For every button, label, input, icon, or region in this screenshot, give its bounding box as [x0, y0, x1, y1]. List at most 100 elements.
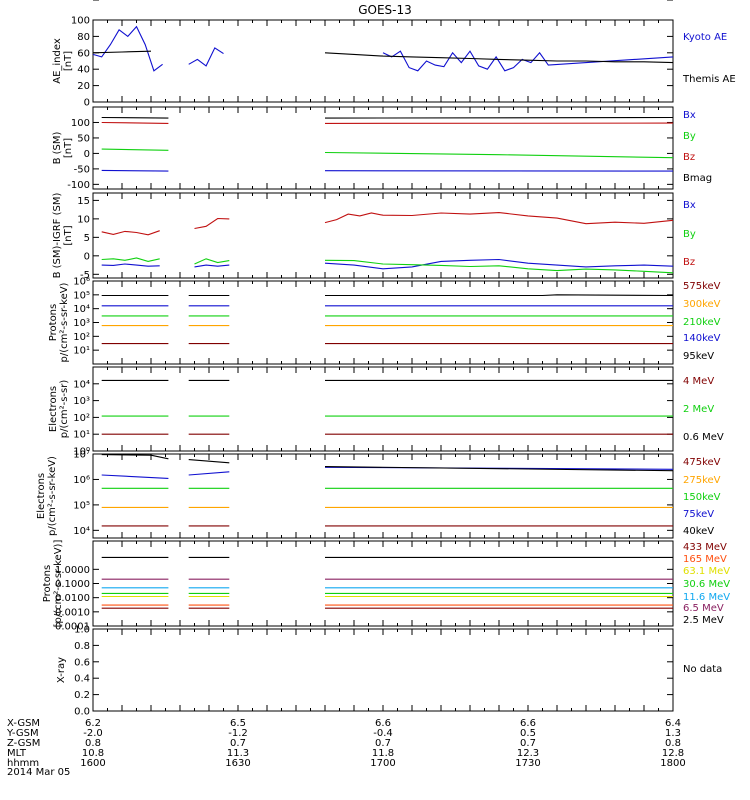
legend-entry: 40keV: [683, 526, 714, 537]
y-tick-label: 0.0010: [55, 607, 90, 618]
panel-frame: [92, 280, 674, 365]
y-tick-label: 0.0001: [55, 622, 90, 633]
y-tick-label: 50: [77, 133, 90, 144]
legend-entry: 75keV: [683, 509, 714, 520]
y-tick-label: 10⁵: [73, 500, 90, 511]
y-tick-label: 0.6: [74, 657, 90, 668]
legend-entry: Bx: [683, 200, 696, 211]
legend-entry: Bmag: [683, 173, 712, 184]
series-line-bmag: [101, 116, 169, 119]
legend-entry: Bx: [683, 110, 696, 121]
legend-entry: By: [683, 131, 696, 142]
series-line-bz: [101, 121, 169, 124]
x-axis-value: 0.7: [230, 738, 246, 749]
x-axis-table: X-GSM 6.2 6.5 6.6 6.6 6.4 Y-GSM -2.0 -1.2 -0.4 0.5…: [6, 718, 686, 769]
series-line-bz: [194, 217, 230, 230]
legend-entry: 30.6 MeV: [683, 579, 730, 590]
x-axis-value: 12.3: [517, 748, 539, 759]
series-line-by: [324, 259, 674, 274]
panel-protons_energy: 10¹10²10³10⁴10⁵10⁶Protonsp/(cm²-s-sr-keV…: [48, 277, 721, 365]
y-axis-label-line: [p/(cm²-s-sr-keV)]: [53, 540, 64, 628]
y-tick-label: 10⁴: [73, 379, 90, 390]
y-tick-label: 10⁰: [73, 447, 90, 458]
y-axis-label-line: [nT]: [63, 51, 74, 71]
legend-entry: 2 MeV: [683, 404, 714, 415]
y-axis-label-line: X-ray: [56, 657, 67, 683]
legend-entry: 63.1 MeV: [683, 566, 730, 577]
y-axis-label-line: p/(cm²-s-sr): [59, 380, 70, 439]
y-tick-label: 0.2: [74, 690, 90, 701]
y-tick-label: 60: [77, 48, 90, 59]
y-tick-label: -100: [67, 180, 90, 191]
y-tick-label: 0: [84, 98, 90, 109]
x-axis-value: 0.7: [375, 738, 391, 749]
series-line-kyoto-ae: [92, 25, 163, 72]
y-tick-label: 10⁵: [73, 290, 90, 301]
series-line-bz: [324, 212, 674, 225]
x-axis-value: -1.2: [228, 728, 248, 739]
y-axis-label-line: [nT]: [63, 138, 74, 158]
series-line-by: [101, 148, 169, 151]
x-axis-value: 6.4: [665, 718, 681, 729]
legend-entry: 165 MeV: [683, 554, 727, 565]
x-axis-row-label: Z-GSM: [7, 738, 40, 749]
y-axis-label-line: B (SM)-IGRF (SM): [52, 193, 63, 279]
x-axis-value: 12.8: [662, 748, 684, 759]
series-line-95kev: [325, 294, 674, 297]
legend-entry: 475keV: [683, 457, 721, 468]
y-tick-label: 0.8: [74, 641, 90, 652]
y-tick-label: 0.1000: [55, 579, 90, 590]
series-line-themis-ae: [324, 52, 674, 64]
y-tick-label: 0.0100: [55, 593, 90, 604]
y-tick-label: 10⁴: [73, 526, 90, 537]
x-axis-value: 10.8: [82, 748, 104, 759]
y-tick-label: 10²: [73, 332, 90, 343]
legend-entry: Bz: [683, 257, 695, 268]
y-axis-label: Electronsp/(cm²-s-sr): [48, 380, 70, 439]
y-axis-label: B (SM)[nT]: [52, 131, 74, 164]
series-line-75kev: [188, 471, 230, 476]
y-tick-label: 100.0000: [42, 0, 90, 3]
legend-entry: 0.6 MeV: [683, 432, 724, 443]
series-line-75kev: [101, 474, 169, 479]
y-axis-label-line: Electrons: [36, 473, 47, 519]
series-line-themis-ae: [92, 50, 152, 54]
x-axis-row-label: hhmm: [7, 758, 39, 769]
y-axis-label: AE_index[nT]: [52, 38, 74, 84]
y-tick-label: 10⁴: [73, 304, 90, 315]
y-tick-label: 0: [84, 149, 90, 160]
y-tick-label: 0: [84, 251, 90, 262]
x-axis-value: 6.6: [520, 718, 536, 729]
y-tick-label: 10: [77, 214, 90, 225]
legend-entry: 4 MeV: [683, 376, 714, 387]
y-tick-label: -50: [74, 164, 90, 175]
y-axis-label-line: [nT]: [63, 225, 74, 245]
x-axis-value: -2.0: [83, 728, 103, 739]
y-axis-label: Protons[p/(cm²-s-sr-keV)]: [42, 540, 64, 628]
y-tick-label: 5: [84, 233, 90, 244]
legend-entry: Kyoto AE: [683, 32, 727, 43]
series-line-40kev: [101, 454, 169, 460]
y-tick-label: 10¹: [73, 346, 90, 357]
x-axis-value: 1800: [660, 758, 685, 769]
y-tick-label: 10.0000: [49, 0, 90, 3]
x-axis-value: 1730: [515, 758, 540, 769]
y-axis-label-line: B (SM): [52, 131, 63, 164]
panel-frame: [92, 628, 674, 712]
figure-title: GOES-13: [358, 3, 412, 17]
x-axis-value: 6.6: [375, 718, 391, 729]
x-axis-value: 6.5: [230, 718, 246, 729]
date-label: 2014 Mar 05: [7, 767, 70, 778]
legend-entry: 300keV: [683, 299, 721, 310]
y-tick-label: 1.0000: [55, 565, 90, 576]
y-tick-label: 0.4: [74, 674, 90, 685]
y-axis-label: X-ray: [56, 657, 67, 683]
x-axis-value: -0.4: [373, 728, 393, 739]
y-axis-label-line: p/(cm²-s-sr-keV): [59, 282, 70, 362]
y-tick-label: 40: [77, 65, 90, 76]
y-tick-label: 100: [71, 16, 90, 27]
series-line-by: [194, 258, 230, 265]
panel-frame: [92, 540, 674, 627]
